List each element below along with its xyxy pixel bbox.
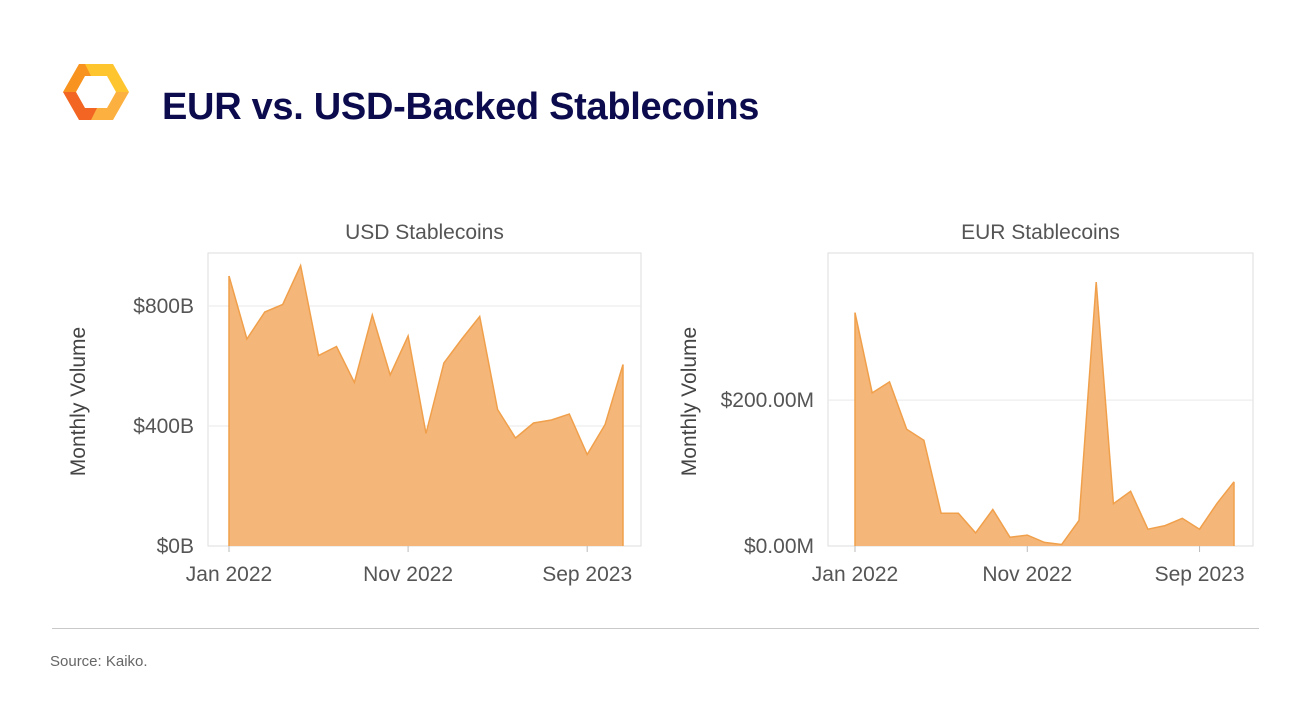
usd-xtick-label: Sep 2023 xyxy=(542,563,632,586)
eur-xtick-label: Jan 2022 xyxy=(812,563,898,586)
source-note: Source: Kaiko. xyxy=(50,653,148,670)
company-logo-icon xyxy=(63,64,129,120)
usd-xtick-label: Nov 2022 xyxy=(363,563,453,586)
usd-y-axis-label: Monthly Volume xyxy=(67,327,90,476)
eur-area-fill xyxy=(855,282,1234,546)
eur-y-axis-label: Monthly Volume xyxy=(678,327,701,476)
eur-xtick-label: Sep 2023 xyxy=(1155,563,1245,586)
eur-stablecoins-chart: $0.00M $200.00M Jan 2022 Nov 2022 Sep 2023 EU… xyxy=(678,221,1254,586)
usd-xtick-label: Jan 2022 xyxy=(186,563,272,586)
eur-ytick-label: $200.00M xyxy=(721,389,814,412)
usd-ytick-label: $400B xyxy=(133,415,194,438)
eur-chart-title: EUR Stablecoins xyxy=(961,221,1120,244)
usd-stablecoins-chart: $0B $400B $800B Jan 2022 Nov 2022 Sep 2023 USD… xyxy=(67,221,642,586)
usd-area-fill xyxy=(229,265,623,546)
page-title: EUR vs. USD-Backed Stablecoins xyxy=(162,86,760,128)
eur-series-line xyxy=(854,282,1235,546)
eur-xtick-label: Nov 2022 xyxy=(982,563,1072,586)
usd-ytick-label: $0B xyxy=(157,535,194,558)
eur-ytick-label: $0.00M xyxy=(744,535,814,558)
usd-series-line xyxy=(228,263,624,457)
usd-ytick-label: $800B xyxy=(133,295,194,318)
usd-chart-title: USD Stablecoins xyxy=(345,221,504,244)
footer-divider xyxy=(52,628,1259,629)
